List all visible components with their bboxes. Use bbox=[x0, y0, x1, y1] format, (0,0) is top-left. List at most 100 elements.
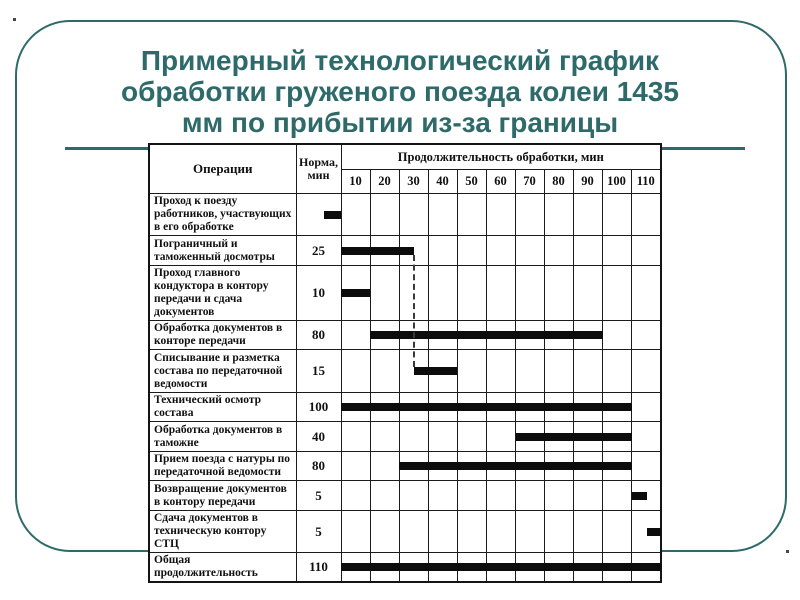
time-cell bbox=[456, 480, 487, 511]
time-cell bbox=[485, 510, 516, 553]
time-cell bbox=[369, 451, 400, 481]
operation-label: Проход главного кондуктора в контору пер… bbox=[148, 265, 297, 321]
time-cell bbox=[514, 480, 545, 511]
time-cell bbox=[572, 480, 603, 511]
time-cell bbox=[427, 510, 458, 553]
time-cell bbox=[398, 510, 429, 553]
time-cell bbox=[543, 235, 574, 266]
time-cell bbox=[630, 480, 662, 511]
time-cell bbox=[485, 193, 516, 236]
time-cell bbox=[630, 421, 662, 452]
operation-label: Обработка документов в конторе передачи bbox=[148, 320, 297, 350]
time-cell bbox=[543, 421, 574, 452]
time-cell bbox=[630, 193, 662, 236]
header-row: Операции Норма, мин Продолжительность об… bbox=[148, 143, 662, 194]
table-row: Обработка документов в конторе передачи 8… bbox=[148, 320, 662, 350]
time-cell bbox=[398, 349, 429, 393]
time-cell bbox=[427, 320, 458, 350]
time-cell bbox=[456, 193, 487, 236]
norm-column-header: Норма, мин bbox=[295, 143, 342, 194]
norm-value: 40 bbox=[295, 421, 342, 452]
time-cell bbox=[369, 235, 400, 266]
table-row: Обработка документов в таможне 40 bbox=[148, 421, 662, 452]
time-cell bbox=[456, 421, 487, 452]
time-cell bbox=[369, 349, 400, 393]
time-cell bbox=[601, 510, 632, 553]
time-cell bbox=[572, 392, 603, 422]
time-cell bbox=[572, 510, 603, 553]
gantt-table: Операции Норма, мин Продолжительность об… bbox=[148, 143, 663, 583]
norm-value: 5 bbox=[295, 480, 342, 511]
operation-label: Обработка документов в таможне bbox=[148, 421, 297, 452]
table-row: Сдача документов в техническую контору С… bbox=[148, 510, 662, 553]
time-cell bbox=[572, 421, 603, 452]
corner-dot-bottom-right bbox=[786, 550, 789, 553]
norm-value bbox=[295, 193, 342, 236]
time-cell bbox=[601, 421, 632, 452]
operation-label: Пограничный и таможенный досмотры bbox=[148, 235, 297, 266]
norm-value: 15 bbox=[295, 349, 342, 393]
time-cell bbox=[514, 421, 545, 452]
time-tick: 40 bbox=[427, 169, 458, 194]
time-cell bbox=[427, 392, 458, 422]
time-cell bbox=[485, 392, 516, 422]
time-cell bbox=[456, 320, 487, 350]
time-cell bbox=[514, 235, 545, 266]
time-cell bbox=[572, 265, 603, 321]
time-cell bbox=[369, 510, 400, 553]
operation-label: Технический осмотр состава bbox=[148, 392, 297, 422]
time-cell bbox=[630, 349, 662, 393]
time-cell bbox=[427, 193, 458, 236]
operations-column-header: Операции bbox=[148, 143, 297, 194]
time-cell bbox=[456, 265, 487, 321]
time-cell bbox=[543, 480, 574, 511]
time-cell bbox=[456, 392, 487, 422]
time-cell bbox=[630, 510, 662, 553]
time-cell bbox=[427, 421, 458, 452]
time-cell bbox=[427, 552, 458, 583]
time-cell bbox=[572, 552, 603, 583]
time-cell bbox=[398, 451, 429, 481]
time-cell bbox=[340, 510, 371, 553]
title-line-3: мм по прибытии из-за границы bbox=[181, 107, 619, 138]
time-cell bbox=[456, 510, 487, 553]
time-cell bbox=[340, 235, 371, 266]
time-cell bbox=[601, 552, 632, 583]
time-cell bbox=[340, 421, 371, 452]
time-cell bbox=[601, 265, 632, 321]
time-cell bbox=[572, 349, 603, 393]
time-cell bbox=[398, 193, 429, 236]
table-row: Списывание и разметка состава по передат… bbox=[148, 349, 662, 393]
time-cell bbox=[485, 320, 516, 350]
time-cell bbox=[543, 552, 574, 583]
time-cell bbox=[340, 552, 371, 583]
time-cell bbox=[630, 235, 662, 266]
time-cell bbox=[456, 552, 487, 583]
norm-value: 25 bbox=[295, 235, 342, 266]
time-cell bbox=[543, 451, 574, 481]
time-cell bbox=[514, 193, 545, 236]
time-cell bbox=[543, 349, 574, 393]
norm-value: 10 bbox=[295, 265, 342, 321]
time-cell bbox=[543, 193, 574, 236]
operation-label: Прием поезда с натуры по передаточной ве… bbox=[148, 451, 297, 481]
time-tick: 90 bbox=[572, 169, 603, 194]
norm-value: 5 bbox=[295, 510, 342, 553]
time-cell bbox=[572, 235, 603, 266]
time-cell bbox=[514, 320, 545, 350]
time-cell bbox=[630, 320, 662, 350]
time-cell bbox=[572, 451, 603, 481]
table-row: Технический осмотр состава 100 bbox=[148, 392, 662, 422]
time-cell bbox=[340, 480, 371, 511]
time-cell bbox=[398, 235, 429, 266]
time-cell bbox=[456, 235, 487, 266]
operation-label: Сдача документов в техническую контору С… bbox=[148, 510, 297, 553]
time-cell bbox=[398, 392, 429, 422]
time-cell bbox=[543, 392, 574, 422]
time-cell bbox=[398, 421, 429, 452]
table-row: Возвращение документов в контору передач… bbox=[148, 480, 662, 511]
table-row: Проход главного кондуктора в контору пер… bbox=[148, 265, 662, 321]
time-cell bbox=[572, 193, 603, 236]
time-cell bbox=[427, 349, 458, 393]
time-cell bbox=[630, 265, 662, 321]
